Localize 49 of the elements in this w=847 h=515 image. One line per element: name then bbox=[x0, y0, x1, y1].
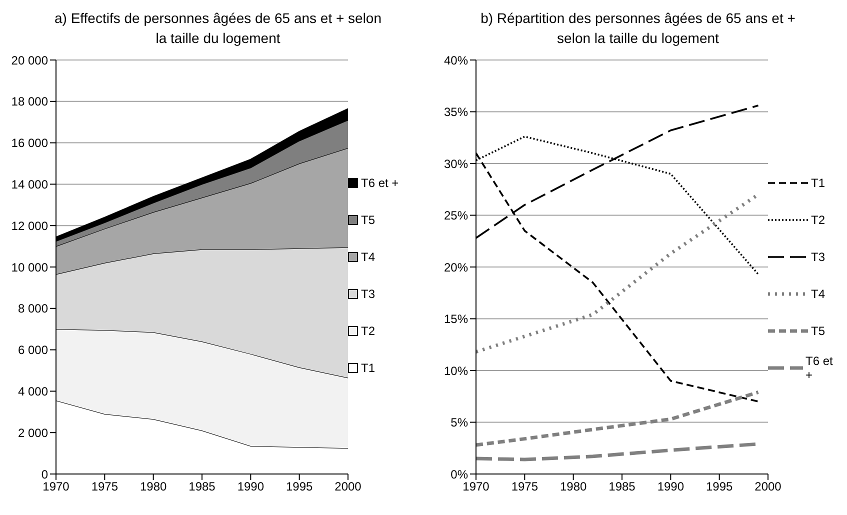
x-tick-label: 1985 bbox=[608, 480, 636, 494]
y-tick-label: 35% bbox=[444, 105, 468, 120]
legend-label: T2 bbox=[811, 212, 826, 226]
y-tick-label: 0% bbox=[450, 467, 468, 482]
x-tick-label: 1980 bbox=[140, 480, 168, 494]
series-label: T4 bbox=[361, 250, 376, 264]
chart-title: b) Répartition des personnes âgées de 65 ans et + selon la taille du logement bbox=[480, 9, 796, 48]
legend-label: T3 bbox=[811, 250, 826, 264]
y-tick-label: 4 000 bbox=[18, 384, 48, 398]
y-tick-label: 12 000 bbox=[11, 218, 48, 233]
x-tick-label: 1980 bbox=[560, 480, 588, 494]
y-tick-label: 10 000 bbox=[11, 260, 48, 274]
y-tick-label: 10% bbox=[444, 364, 468, 378]
x-tick-label: 1990 bbox=[237, 480, 264, 494]
series-label: T6 et + bbox=[361, 176, 399, 190]
x-tick-label: 1970 bbox=[42, 480, 70, 494]
y-tick-label: 25% bbox=[444, 208, 468, 223]
x-tick-label: 1995 bbox=[706, 480, 734, 494]
x-tick-label: 1975 bbox=[511, 480, 538, 494]
y-tick-label: 0 bbox=[41, 467, 48, 482]
x-tick-label: 2000 bbox=[334, 480, 362, 494]
legend-label: T6 et + bbox=[806, 354, 834, 382]
y-tick-label: 15% bbox=[444, 312, 468, 326]
x-tick-label: 1970 bbox=[462, 480, 490, 494]
y-tick-label: 20 000 bbox=[11, 53, 48, 68]
legend-label: T5 bbox=[811, 324, 826, 338]
y-tick-label: 2 000 bbox=[18, 426, 48, 440]
y-tick-label: 20% bbox=[444, 260, 468, 274]
series-label: T3 bbox=[361, 286, 376, 300]
legend-label: T4 bbox=[811, 286, 826, 300]
y-tick-label: 8 000 bbox=[18, 302, 48, 316]
y-tick-label: 6 000 bbox=[18, 343, 48, 358]
x-tick-label: 1990 bbox=[657, 480, 684, 494]
y-tick-label: 30% bbox=[444, 156, 468, 171]
chart-title: a) Effectifs de personnes âgées de 65 ans et + selon la taille du logement bbox=[53, 9, 383, 48]
line-series bbox=[476, 390, 760, 447]
x-tick-label: 1975 bbox=[91, 480, 118, 494]
y-tick-label: 14 000 bbox=[11, 177, 48, 192]
series-label: T5 bbox=[361, 212, 376, 226]
x-tick-label: 1995 bbox=[286, 480, 314, 494]
y-tick-label: 18 000 bbox=[11, 94, 48, 109]
x-tick-label: 2000 bbox=[754, 480, 782, 494]
y-tick-label: 40% bbox=[444, 53, 468, 68]
legend-label: T2 bbox=[361, 324, 376, 338]
y-tick-label: 5% bbox=[450, 416, 468, 430]
legend-label: T1 bbox=[361, 360, 376, 374]
y-tick-label: 16 000 bbox=[11, 136, 48, 150]
legend-label: T1 bbox=[811, 176, 826, 190]
x-tick-label: 1985 bbox=[188, 480, 216, 494]
